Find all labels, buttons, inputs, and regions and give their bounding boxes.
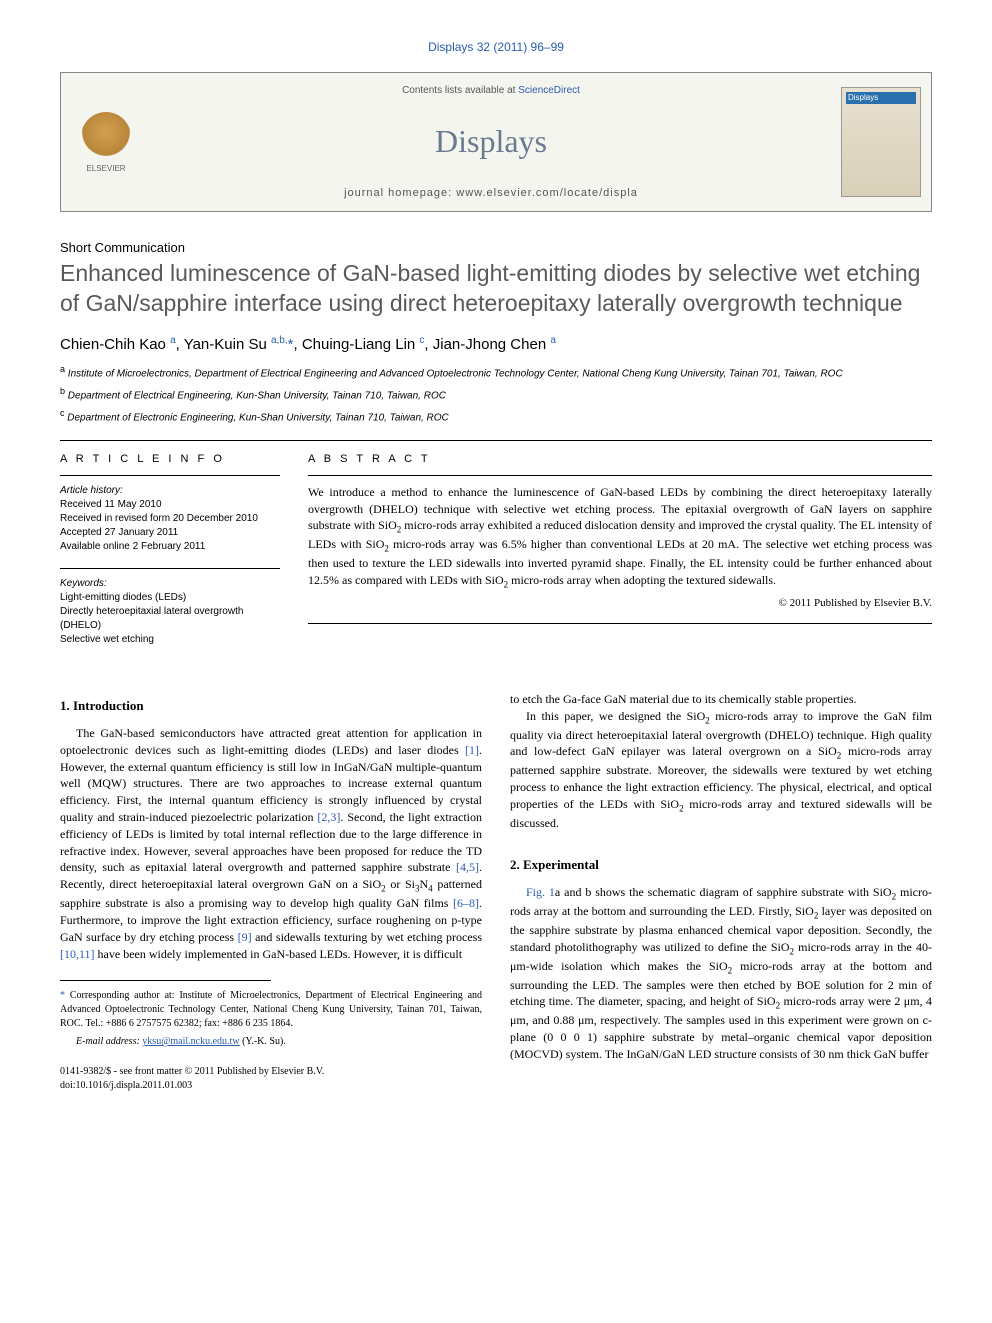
journal-name: Displays [151, 123, 831, 160]
keywords-block: Keywords: Light-emitting diodes (LEDs) D… [60, 577, 280, 647]
info-abstract-row: A R T I C L E I N F O Article history: R… [60, 453, 932, 661]
elsevier-tree-icon [81, 112, 131, 162]
email-label: E-mail address: [76, 1036, 142, 1047]
top-divider [60, 440, 932, 441]
article-type: Short Communication [60, 240, 932, 255]
intro-paragraph-1: The GaN-based semiconductors have attrac… [60, 725, 482, 962]
corr-author-text: Corresponding author at: Institute of Mi… [60, 990, 482, 1029]
front-matter-line: 0141-9382/$ - see front matter © 2011 Pu… [60, 1065, 482, 1079]
abstract-column: A B S T R A C T We introduce a method to… [308, 453, 932, 661]
article-info-head: A R T I C L E I N F O [60, 453, 280, 465]
sciencedirect-link[interactable]: ScienceDirect [518, 85, 580, 96]
keyword: Directly heteroepitaxial lateral overgro… [60, 605, 280, 633]
abstract-divider-top [308, 475, 932, 476]
history-line: Received 11 May 2010 [60, 498, 280, 512]
abstract-copyright: © 2011 Published by Elsevier B.V. [308, 597, 932, 609]
body-column-right: to etch the Ga-face GaN material due to … [510, 691, 932, 1094]
author-list: Chien-Chih Kao a, Yan-Kuin Su a,b,*, Chu… [60, 335, 932, 353]
keywords-label: Keywords: [60, 577, 280, 591]
publisher-name: ELSEVIER [86, 164, 125, 173]
contents-text: Contents lists available at [402, 85, 518, 96]
journal-cover-thumbnail: Displays [841, 87, 921, 197]
abstract-head: A B S T R A C T [308, 453, 932, 465]
journal-cover-cell: Displays [831, 73, 931, 211]
header-center: Contents lists available at ScienceDirec… [151, 73, 831, 211]
article-history-block: Article history: Received 11 May 2010 Re… [60, 484, 280, 554]
body-two-column: 1. Introduction The GaN-based semiconduc… [60, 691, 932, 1094]
article-title: Enhanced luminescence of GaN-based light… [60, 259, 932, 319]
doi-line: doi:10.1016/j.displa.2011.01.003 [60, 1079, 482, 1093]
homepage-url[interactable]: www.elsevier.com/locate/displa [456, 187, 638, 199]
affiliation: a Institute of Microelectronics, Departm… [60, 363, 932, 381]
section-heading-experimental: 2. Experimental [510, 856, 932, 874]
email-footnote: E-mail address: yksu@mail.ncku.edu.tw (Y… [60, 1035, 482, 1049]
elsevier-logo: ELSEVIER [76, 107, 136, 177]
history-line: Available online 2 February 2011 [60, 540, 280, 554]
email-person: (Y.-K. Su). [240, 1036, 286, 1047]
intro-paragraph-2: to etch the Ga-face GaN material due to … [510, 691, 932, 708]
info-divider-1 [60, 475, 280, 476]
publisher-logo-cell: ELSEVIER [61, 73, 151, 211]
history-line: Accepted 27 January 2011 [60, 526, 280, 540]
history-label: Article history: [60, 484, 280, 498]
email-link[interactable]: yksu@mail.ncku.edu.tw [142, 1036, 239, 1047]
section-heading-intro: 1. Introduction [60, 697, 482, 715]
footnote-divider [60, 980, 271, 981]
keyword: Light-emitting diodes (LEDs) [60, 591, 280, 605]
affiliation: b Department of Electrical Engineering, … [60, 385, 932, 403]
footer-copyright: 0141-9382/$ - see front matter © 2011 Pu… [60, 1065, 482, 1093]
article-reference: Displays 32 (2011) 96–99 [60, 40, 932, 54]
abstract-text: We introduce a method to enhance the lum… [308, 484, 932, 591]
abstract-divider-bottom [308, 623, 932, 624]
homepage-label: journal homepage: [344, 187, 456, 199]
homepage-line: journal homepage: www.elsevier.com/locat… [151, 187, 831, 199]
article-info-column: A R T I C L E I N F O Article history: R… [60, 453, 280, 661]
intro-paragraph-3: In this paper, we designed the SiO2 micr… [510, 708, 932, 832]
body-column-left: 1. Introduction The GaN-based semiconduc… [60, 691, 482, 1094]
contents-available-line: Contents lists available at ScienceDirec… [151, 85, 831, 96]
keyword: Selective wet etching [60, 633, 280, 647]
star-icon: * [60, 990, 70, 1001]
info-divider-2 [60, 568, 280, 569]
journal-header-box: ELSEVIER Contents lists available at Sci… [60, 72, 932, 212]
history-line: Received in revised form 20 December 201… [60, 512, 280, 526]
cover-thumb-label: Displays [848, 93, 878, 102]
affiliation: c Department of Electronic Engineering, … [60, 407, 932, 425]
experimental-paragraph-1: Fig. 1a and b shows the schematic diagra… [510, 884, 932, 1063]
corresponding-author-footnote: * Corresponding author at: Institute of … [60, 989, 482, 1031]
